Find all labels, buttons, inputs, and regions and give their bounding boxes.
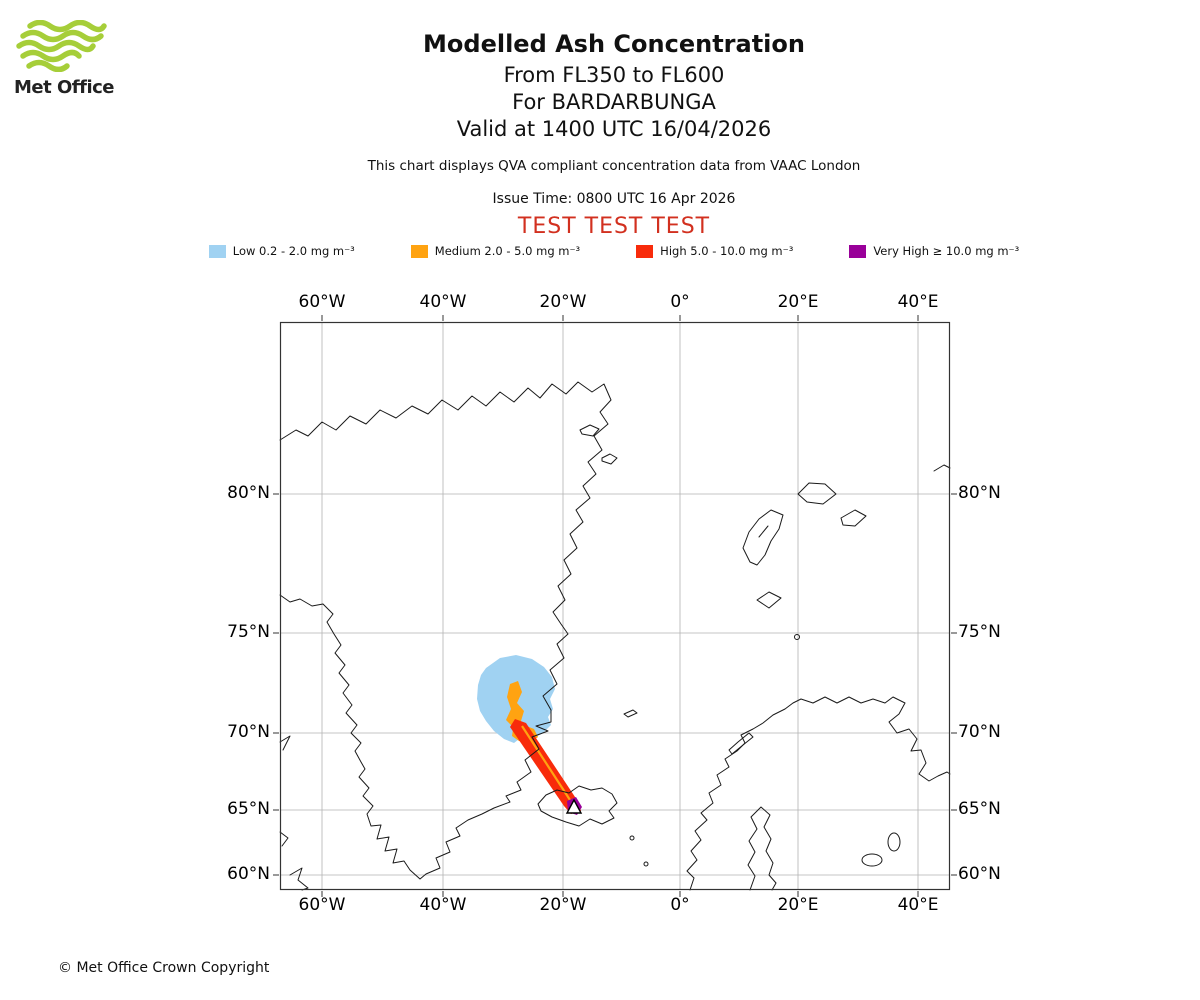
coastline-labrador-fragment [289, 867, 309, 891]
coastline-nordaustlandet [797, 482, 837, 505]
coastline-iceland [537, 785, 618, 827]
logo-text: Met Office [14, 77, 115, 98]
subtitle-volcano: For BARDARBUNGA [512, 90, 716, 114]
copyright: © Met Office Crown Copyright [58, 960, 270, 976]
y-tick-right-70n: 70°N [958, 722, 1001, 742]
y-tick-left-75n: 75°N [227, 622, 270, 642]
ash-plume [477, 655, 582, 815]
coastline-lofoten [728, 732, 754, 755]
subtitle-block: From FL350 to FL600 For BARDARBUNGA Vali… [14, 62, 1200, 143]
subtitle-flight-levels: From FL350 to FL600 [503, 63, 725, 87]
y-tick-right-80n: 80°N [958, 483, 1001, 503]
coastline-edgeoya [840, 509, 867, 527]
y-tick-left-60n: 60°N [227, 864, 270, 884]
latlon-grid [280, 322, 950, 890]
y-tick-right-65n: 65°N [958, 799, 1001, 819]
legend-item-low: Low 0.2 - 2.0 mg m⁻³ [208, 244, 355, 258]
x-tick-top-20e: 20°E [777, 292, 819, 312]
legend-item-veryhigh: Very High ≥ 10.0 mg m⁻³ [849, 244, 1019, 258]
x-tick-top-60w: 60°W [298, 292, 346, 312]
logo-wave-strokes [16, 19, 107, 73]
coastline-greenland [279, 381, 612, 880]
shetland-islands [643, 861, 649, 867]
lake-ladoga [861, 853, 883, 867]
x-tick-top-0: 0° [670, 292, 690, 312]
coastline-svalbard-south-island [756, 591, 782, 609]
legend-label-high: High 5.0 - 10.0 mg m⁻³ [660, 244, 794, 258]
faroe-islands [629, 835, 635, 841]
legend-swatch-high [636, 244, 654, 258]
jan-mayen-island [623, 709, 638, 718]
x-tick-bottom-60w: 60°W [298, 895, 346, 915]
coastline-left-edge-fragment-2 [279, 735, 291, 751]
legend-label-veryhigh: Very High ≥ 10.0 mg m⁻³ [873, 244, 1020, 258]
x-tick-top-20w: 20°W [539, 292, 587, 312]
legend-swatch-medium [410, 244, 428, 258]
coastline-svalbard-fjord [758, 525, 769, 538]
x-tick-bottom-40w: 40°W [419, 895, 467, 915]
y-tick-right-60n: 60°N [958, 864, 1001, 884]
x-tick-bottom-0: 0° [670, 895, 690, 915]
ash-medium-area-1 [506, 681, 524, 727]
subtitle-valid-time: Valid at 1400 UTC 16/04/2026 [456, 117, 772, 141]
x-tick-bottom-20e: 20°E [777, 895, 819, 915]
coastline-ne-greenland-islets [579, 424, 618, 465]
coastline-norway [686, 696, 951, 891]
coastline-gulf-of-bothnia [747, 806, 777, 891]
coastline-svalbard-main [742, 509, 784, 566]
legend-item-medium: Medium 2.0 - 5.0 mg m⁻³ [410, 244, 581, 258]
met-office-logo: Met Office [14, 19, 124, 98]
axis-tick-marks [273, 315, 957, 897]
y-tick-left-70n: 70°N [227, 722, 270, 742]
x-tick-bottom-20w: 20°W [539, 895, 587, 915]
legend-item-high: High 5.0 - 10.0 mg m⁻³ [636, 244, 793, 258]
legend-label-low: Low 0.2 - 2.0 mg m⁻³ [232, 244, 355, 258]
ash-medium-streak-line [521, 725, 571, 801]
test-banner: TEST TEST TEST [517, 214, 711, 239]
logo-waves-icon [16, 19, 107, 73]
compliance-note: This chart displays QVA compliant concen… [367, 158, 861, 174]
x-tick-bottom-40e: 40°E [897, 895, 939, 915]
legend: Low 0.2 - 2.0 mg m⁻³ Medium 2.0 - 5.0 mg… [14, 244, 1200, 258]
map-canvas [273, 315, 957, 897]
x-tick-top-40e: 40°E [897, 292, 939, 312]
volcano-marker [565, 798, 583, 814]
coastline-right-edge-island [933, 464, 951, 472]
map-border [279, 321, 951, 891]
issue-time: Issue Time: 0800 UTC 16 Apr 2026 [492, 191, 736, 207]
coastline-left-edge-fragment-1 [279, 831, 289, 847]
legend-swatch-low [208, 244, 226, 258]
y-tick-left-65n: 65°N [227, 799, 270, 819]
coastlines [279, 381, 951, 891]
map-frame [273, 315, 957, 897]
x-tick-top-40w: 40°W [419, 292, 467, 312]
legend-swatch-veryhigh [849, 244, 867, 258]
y-tick-left-80n: 80°N [227, 483, 270, 503]
bear-island [794, 634, 800, 640]
page-title: Modelled Ash Concentration [423, 30, 805, 58]
legend-label-medium: Medium 2.0 - 5.0 mg m⁻³ [434, 244, 581, 258]
y-tick-right-75n: 75°N [958, 622, 1001, 642]
lake-onega [887, 832, 901, 852]
